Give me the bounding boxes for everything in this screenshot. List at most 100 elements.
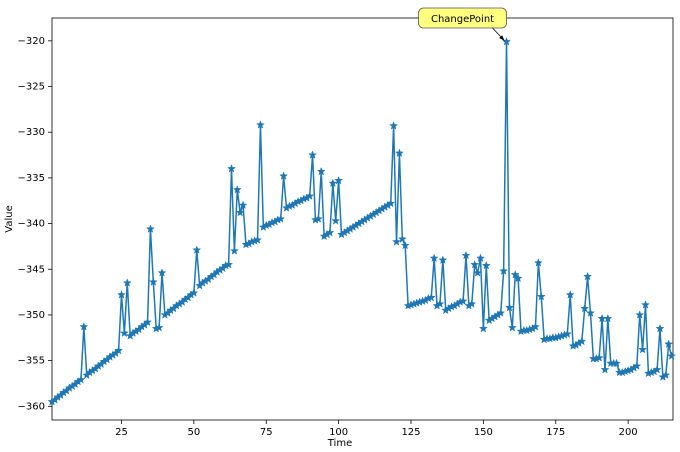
marker xyxy=(79,322,89,331)
x-tick-label: 175 xyxy=(546,427,565,438)
marker xyxy=(232,185,242,194)
marker xyxy=(394,148,404,158)
marker xyxy=(632,361,642,370)
y-tick-label: −330 xyxy=(18,127,45,138)
marker xyxy=(481,260,491,270)
x-axis-label: Time xyxy=(327,438,352,449)
y-tick-label: −335 xyxy=(18,173,45,184)
marker xyxy=(652,365,662,374)
marker xyxy=(114,345,124,355)
annotation-arrowhead xyxy=(499,35,505,41)
marker xyxy=(392,237,401,246)
marker xyxy=(229,246,239,255)
marker xyxy=(122,278,132,287)
marker xyxy=(565,290,575,299)
y-tick-label: −320 xyxy=(18,36,45,47)
marker xyxy=(227,164,236,173)
marker xyxy=(470,259,480,269)
marker xyxy=(496,308,506,317)
marker xyxy=(308,150,318,159)
marker xyxy=(467,299,477,308)
marker xyxy=(586,308,595,317)
marker xyxy=(612,358,622,368)
marker xyxy=(475,253,485,263)
marker xyxy=(148,277,158,286)
marker xyxy=(325,227,335,237)
x-tick-label: 25 xyxy=(115,427,128,438)
marker xyxy=(328,178,338,188)
marker xyxy=(507,323,517,332)
marker xyxy=(192,245,202,254)
y-tick-label: −345 xyxy=(18,264,45,275)
annotation-text: ChangePoint xyxy=(431,14,494,25)
marker xyxy=(157,268,167,277)
marker xyxy=(386,198,396,208)
marker xyxy=(638,344,648,354)
marker xyxy=(238,200,248,210)
y-tick-label: −360 xyxy=(18,401,45,412)
x-tick-label: 150 xyxy=(474,427,493,438)
marker xyxy=(583,271,593,281)
marker xyxy=(510,270,520,279)
marker xyxy=(397,234,407,243)
marker xyxy=(189,288,199,297)
marker xyxy=(502,37,512,46)
marker xyxy=(235,207,245,217)
marker xyxy=(313,214,323,223)
marker xyxy=(400,240,410,250)
marker xyxy=(531,322,540,331)
marker xyxy=(253,235,263,244)
marker xyxy=(504,302,514,312)
marker xyxy=(145,224,155,233)
marker xyxy=(594,353,604,362)
marker xyxy=(276,214,286,223)
marker xyxy=(426,292,436,302)
marker xyxy=(76,375,86,384)
marker xyxy=(389,121,399,130)
marker xyxy=(473,268,483,277)
marker xyxy=(458,296,468,306)
marker xyxy=(661,370,671,380)
marker xyxy=(316,166,326,176)
marker xyxy=(577,336,587,346)
marker xyxy=(580,303,590,313)
marker xyxy=(478,323,488,333)
y-tick-label: −350 xyxy=(18,310,45,321)
marker xyxy=(641,300,650,309)
x-tick-label: 50 xyxy=(187,427,200,438)
marker xyxy=(119,328,129,338)
marker xyxy=(331,216,341,225)
marker xyxy=(562,329,572,338)
marker xyxy=(667,351,677,360)
annotation-box xyxy=(418,7,507,29)
y-tick-label: −325 xyxy=(18,82,45,93)
marker xyxy=(255,120,265,129)
marker xyxy=(533,258,543,267)
marker xyxy=(536,291,546,301)
marker xyxy=(499,266,509,275)
marker xyxy=(334,175,344,185)
x-tick-label: 200 xyxy=(619,427,638,438)
marker xyxy=(305,191,315,200)
y-tick-label: −355 xyxy=(18,356,45,367)
x-tick-label: 75 xyxy=(260,427,273,438)
y-tick-label: −340 xyxy=(18,219,45,230)
marker xyxy=(438,255,448,264)
x-tick-label: 100 xyxy=(329,427,348,438)
marker xyxy=(600,365,610,374)
marker xyxy=(117,290,126,299)
x-tick-label: 125 xyxy=(401,427,420,438)
marker xyxy=(279,171,289,180)
y-axis-label: Value xyxy=(4,205,15,232)
marker xyxy=(429,253,439,263)
marker xyxy=(461,250,471,260)
marker xyxy=(635,310,645,319)
marker xyxy=(435,299,445,308)
marker xyxy=(513,273,523,283)
marker xyxy=(664,339,674,348)
marker xyxy=(143,317,153,327)
marker xyxy=(224,259,234,269)
marker xyxy=(655,323,665,333)
marker xyxy=(603,313,613,323)
